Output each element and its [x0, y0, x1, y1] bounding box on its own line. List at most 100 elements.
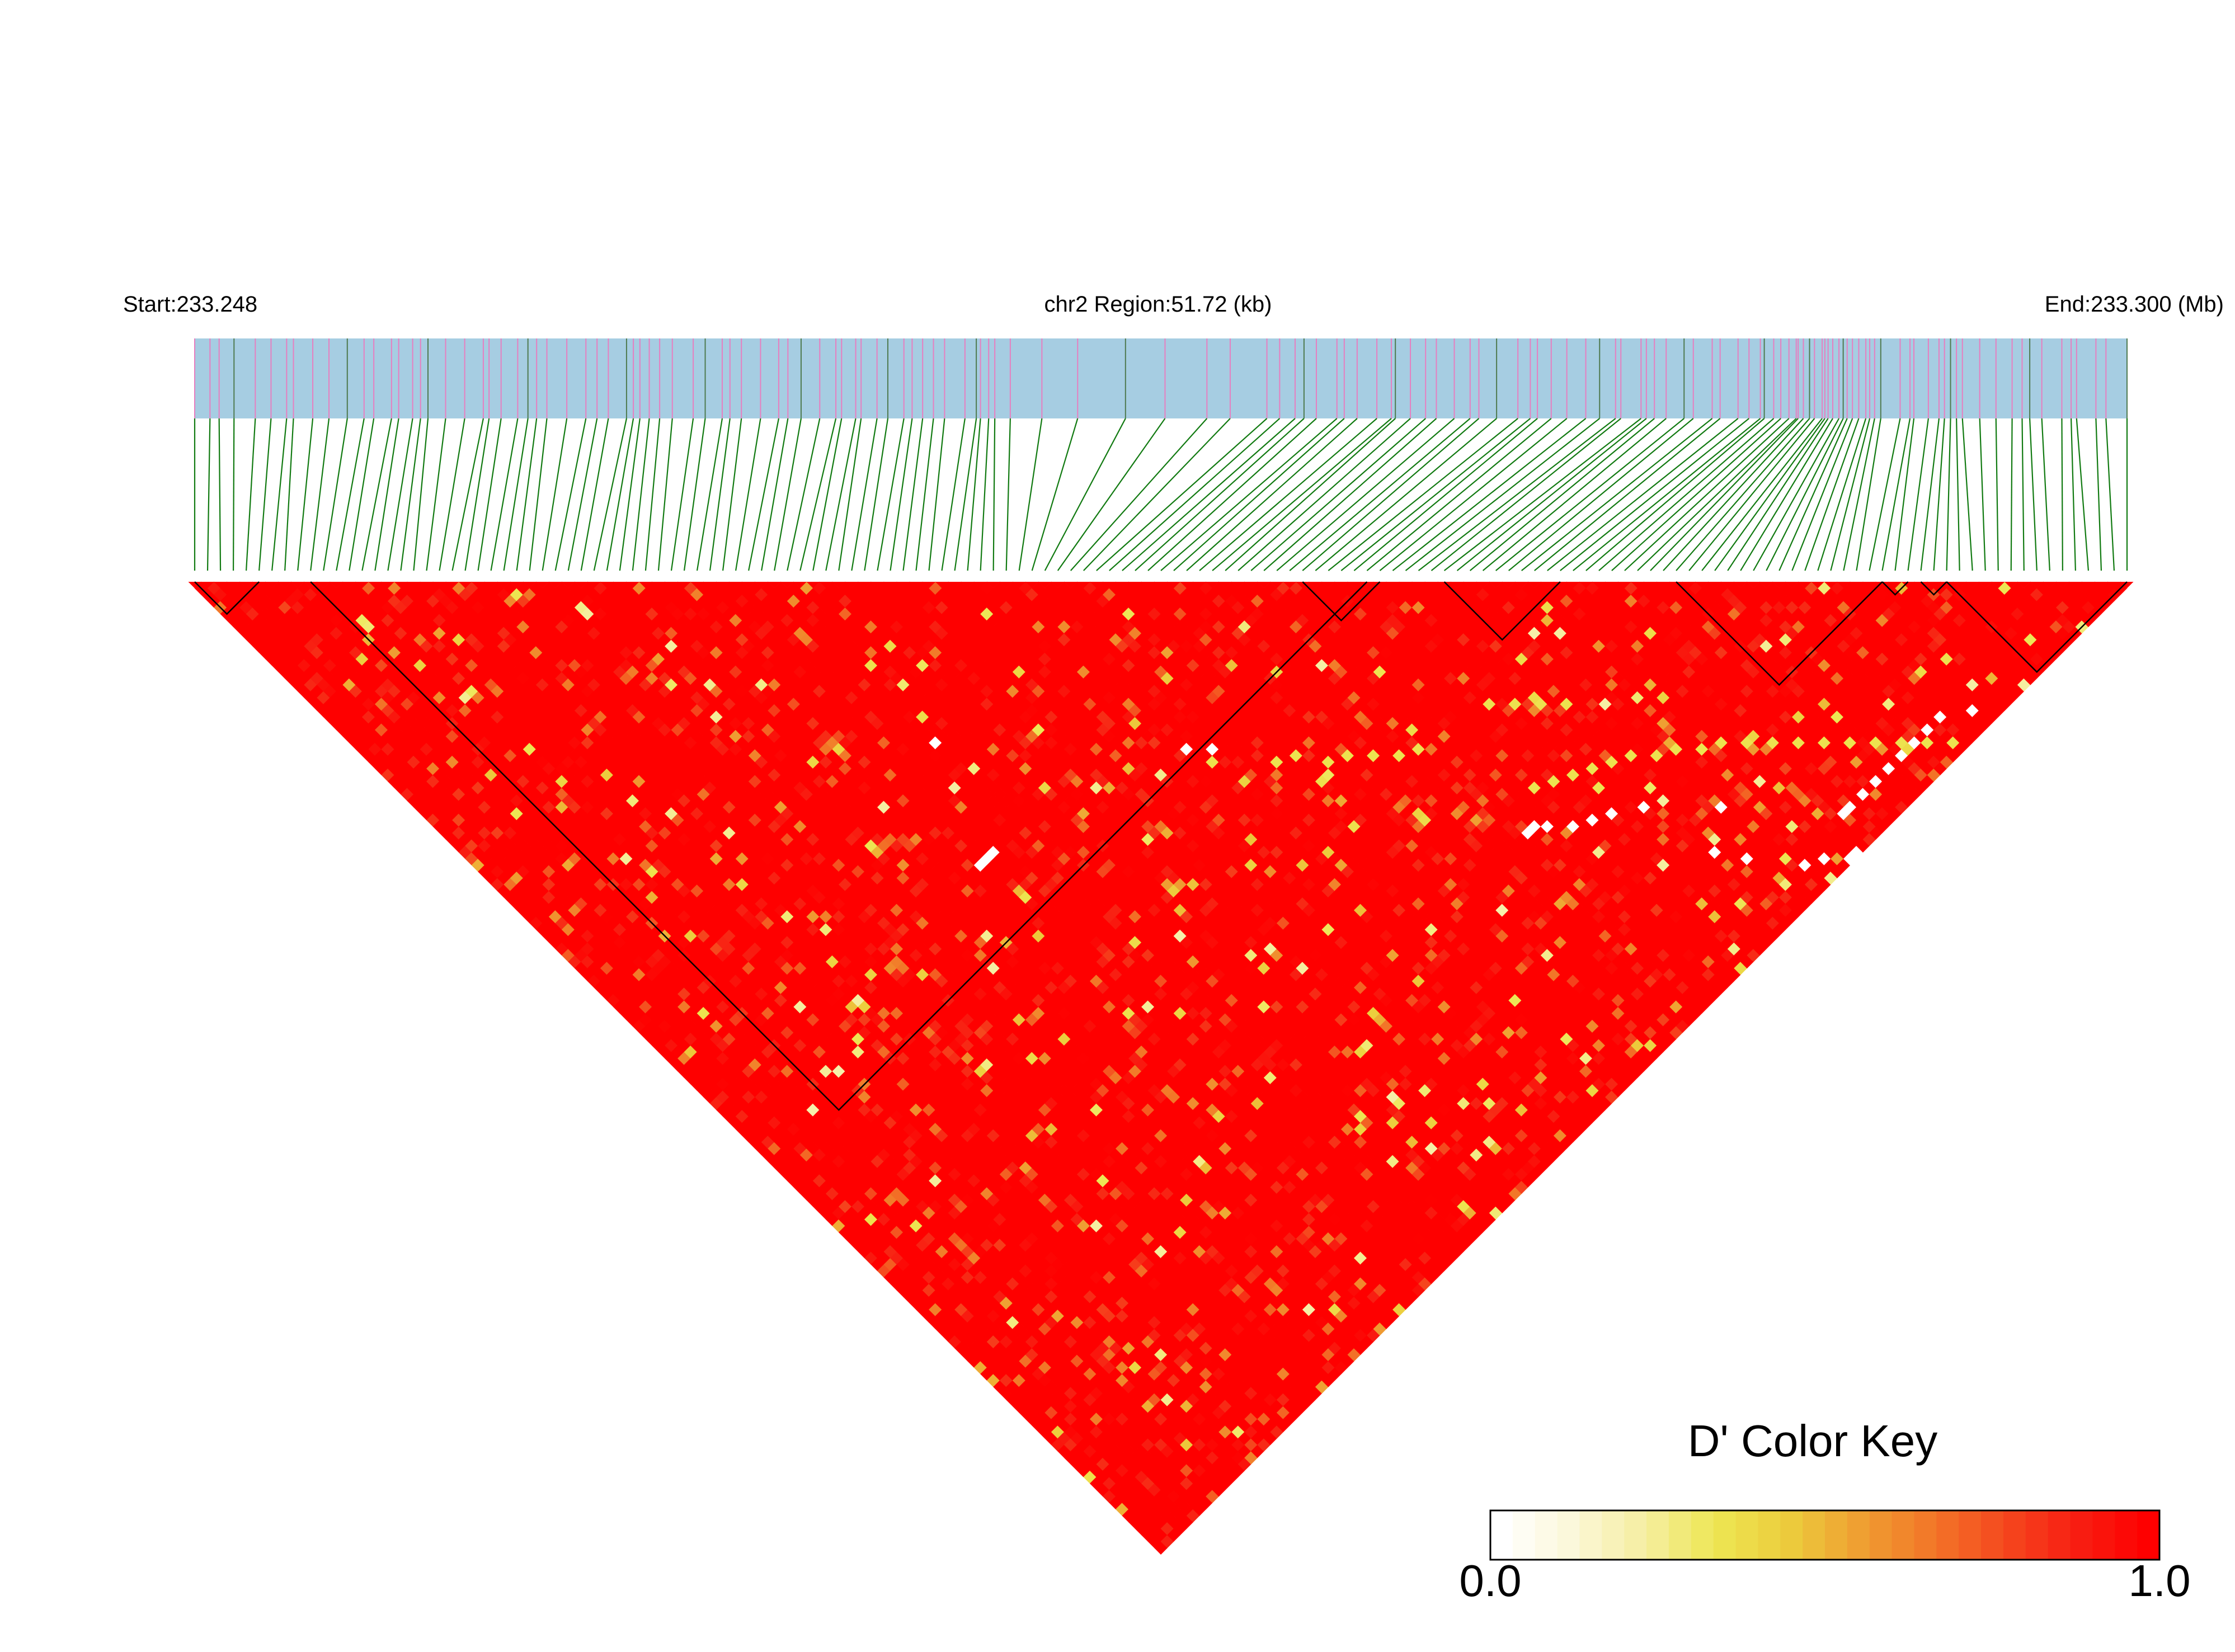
snp-connector-line — [1701, 418, 1823, 571]
snp-connector-line — [761, 418, 789, 571]
snp-connector-line — [1676, 418, 1810, 571]
snp-connector-line — [1379, 418, 1568, 571]
snp-connector-line — [657, 418, 673, 571]
snp-connector-line — [1276, 418, 1455, 571]
snp-connector-line — [1057, 418, 1166, 571]
snp-connector-line — [413, 418, 429, 571]
snp-connector-line — [2029, 418, 2038, 571]
snp-connector-line — [1946, 418, 1951, 571]
snp-connector-line — [890, 418, 913, 571]
snp-connector-line — [696, 418, 723, 571]
snp-connector-line — [722, 418, 742, 571]
snp-connector-line — [2076, 418, 2090, 571]
snp-connector-line — [1263, 418, 1437, 571]
snp-connector-line — [1212, 418, 1392, 571]
snp-connector-line — [516, 418, 538, 571]
snp-connector-line — [1096, 418, 1268, 571]
snp-connector-line — [928, 418, 945, 571]
snp-connector-line — [954, 418, 977, 571]
snp-connector-line — [567, 418, 598, 571]
snp-connector-line — [1018, 418, 1043, 571]
snp-connector-line — [1611, 418, 1781, 571]
snp-marker-triangle — [214, 582, 227, 589]
snp-connector-line — [451, 418, 484, 571]
snp-connector-line — [1727, 418, 1829, 571]
snp-connector-line — [980, 418, 990, 571]
snp-connector-line — [787, 418, 821, 571]
snp-connector-line — [206, 418, 211, 571]
snp-connector-line — [825, 418, 857, 571]
region-end-label: End:233.300 (Mb) — [2044, 292, 2224, 317]
snp-connector-line — [1753, 418, 1840, 571]
snp-connector-line — [1031, 418, 1079, 571]
snp-connector-line — [1979, 418, 1986, 571]
snp-connector-line — [232, 418, 235, 571]
snp-connector-line — [310, 418, 330, 571]
snp-connector-line — [1894, 418, 1915, 571]
snp-connector-line — [992, 418, 996, 571]
snp-connector-line — [374, 418, 399, 571]
snp-connector-line — [349, 418, 375, 571]
snp-connector-line — [529, 418, 548, 571]
snp-connector-line — [915, 418, 934, 571]
ld-heatmap — [188, 581, 2134, 1555]
snp-connector-line — [1122, 418, 1296, 571]
snp-connector-line — [1534, 418, 1721, 571]
snp-connector-line — [1714, 418, 1825, 571]
snp-connector-line — [271, 418, 288, 571]
snp-connector-line — [284, 418, 294, 571]
snp-connector-line — [1482, 418, 1667, 571]
snp-connector-line — [323, 418, 348, 571]
snp-connector-line — [1005, 418, 1011, 571]
snp-connector-line — [670, 418, 694, 571]
region-length-label: chr2 Region:51.72 (kb) — [1044, 292, 1272, 317]
snp-connector-line — [593, 418, 628, 571]
snp-connector-line — [1560, 418, 1749, 571]
snp-connector-line — [2010, 418, 2013, 571]
snp-connector-line — [554, 418, 587, 571]
snp-connector-line — [1650, 418, 1799, 571]
region-start-label: Start:233.248 — [123, 292, 258, 317]
snp-connector-line — [1920, 418, 1940, 571]
snp-connector-line — [1508, 418, 1694, 571]
snp-connector-line — [1469, 418, 1655, 571]
snp-connector-line — [1869, 418, 1901, 571]
snp-connector-line — [1418, 418, 1616, 571]
snp-connector-line — [258, 418, 272, 571]
snp-connector-line — [1070, 418, 1208, 571]
snp-connector-line — [542, 418, 568, 571]
snp-connector-line — [735, 418, 761, 571]
snp-connector-line — [1961, 418, 1973, 571]
snp-connector-line — [426, 418, 446, 571]
snp-position-track — [194, 338, 2128, 418]
snp-connector-line — [1315, 418, 1497, 571]
snp-connector-line — [246, 418, 256, 571]
snp-connector-line — [851, 418, 878, 571]
snp-connector-line — [387, 418, 413, 571]
snp-connector-line — [1160, 418, 1338, 571]
snp-connector-line — [1521, 418, 1713, 571]
snp-connector-line — [1353, 418, 1538, 571]
snp-track-background — [195, 338, 2127, 418]
snp-connector-line — [1995, 418, 1999, 571]
snp-connector-line — [1881, 418, 1911, 571]
snp-marker-triangle — [188, 582, 201, 589]
snp-connector-line — [1547, 418, 1739, 571]
snp-connector-line — [606, 418, 634, 571]
snp-connector-line — [838, 418, 862, 571]
snp-connector-line — [1663, 418, 1804, 571]
snp-connector-line — [2070, 418, 2076, 571]
snp-connector-line — [1598, 418, 1775, 571]
snp-connector-line — [1817, 418, 1867, 571]
snp-connector-line — [1405, 418, 1600, 571]
snp-connector-line — [1907, 418, 1929, 571]
snp-connector-line — [1109, 418, 1281, 571]
snp-connector-line — [503, 418, 529, 571]
snp-connector-line — [1804, 418, 1860, 571]
snp-connector-line — [1456, 418, 1647, 571]
snp-connector-line — [1766, 418, 1844, 571]
snp-connector-line — [1044, 418, 1126, 571]
snp-connector-line — [941, 418, 966, 571]
